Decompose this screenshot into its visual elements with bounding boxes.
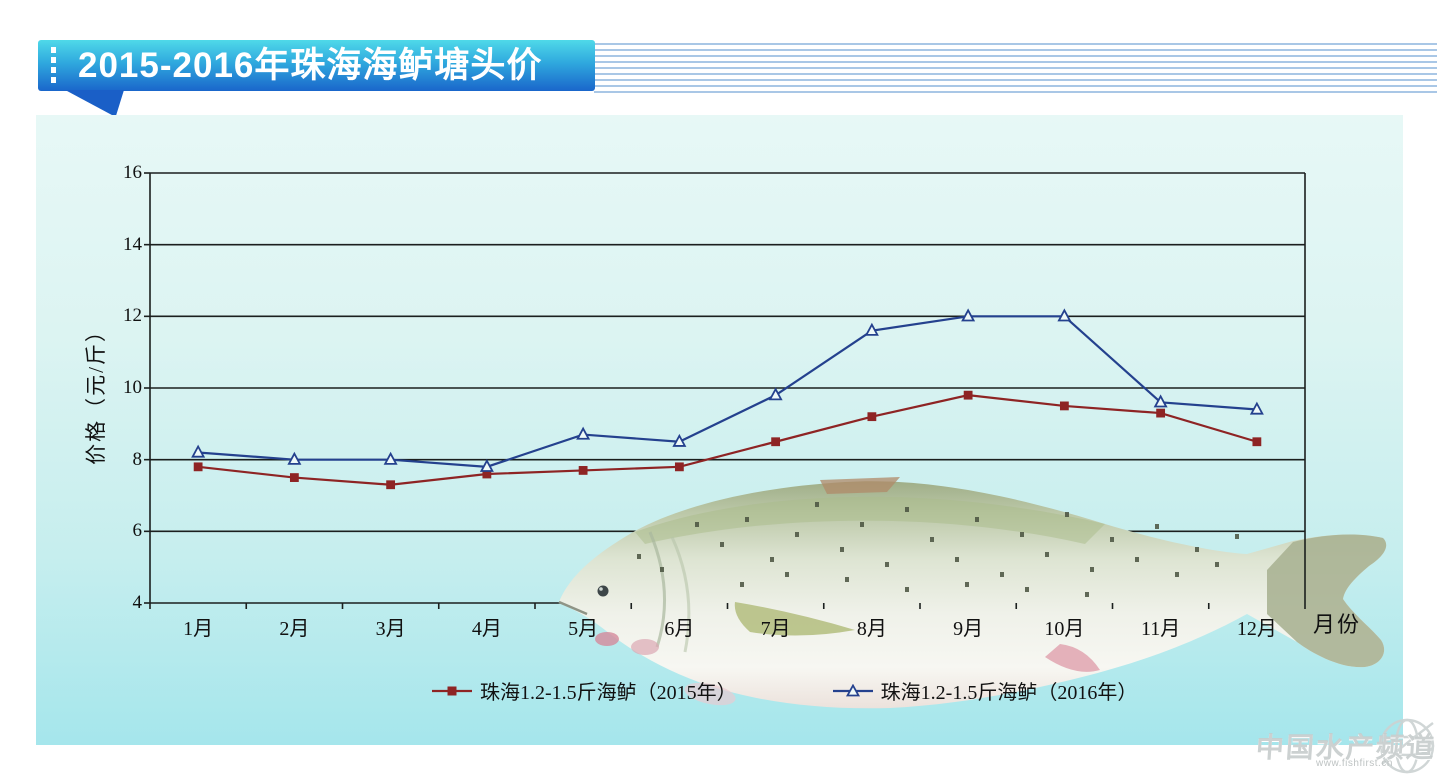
y-tick-label: 14 bbox=[123, 233, 142, 255]
header-pinstripes bbox=[594, 43, 1437, 94]
y-tick-label: 16 bbox=[123, 162, 142, 183]
x-tick-label: 6月 bbox=[664, 618, 695, 640]
x-tick-label: 10月 bbox=[1044, 618, 1085, 640]
x-tick-label: 12月 bbox=[1236, 618, 1277, 640]
y-tick-label: 10 bbox=[123, 377, 142, 398]
chart-legend: 珠海1.2-1.5斤海鲈（2015年） 珠海1.2-1.5斤海鲈（2016年） bbox=[430, 676, 1137, 705]
y-axis-title: 价格（元/斤） bbox=[84, 319, 108, 465]
y-tick-label: 4 bbox=[132, 592, 143, 613]
watermark-url: www.fishfirst.cn bbox=[1316, 758, 1393, 769]
globe-icon bbox=[1379, 718, 1435, 774]
dotted-accent bbox=[51, 47, 56, 84]
fish-image bbox=[558, 477, 1387, 709]
x-tick-label: 5月 bbox=[568, 618, 599, 640]
chart-axis-overlay bbox=[149, 173, 1306, 609]
title-banner: 2015-2016年珠海海鲈塘头价 bbox=[38, 40, 595, 91]
legend-marker-square bbox=[432, 686, 472, 695]
x-tick-label: 9月 bbox=[953, 618, 984, 640]
legend-item-2015: 珠海1.2-1.5斤海鲈（2015年） bbox=[430, 676, 737, 705]
x-tick-label: 1月 bbox=[183, 618, 214, 640]
x-tick-label: 3月 bbox=[375, 618, 406, 640]
x-tick-label: 4月 bbox=[471, 618, 502, 640]
x-tick-label: 7月 bbox=[760, 618, 791, 640]
y-tick-label: 8 bbox=[132, 448, 143, 470]
page-title: 2015-2016年珠海海鲈塘头价 bbox=[78, 46, 543, 85]
x-tick-label: 11月 bbox=[1140, 618, 1181, 640]
legend-item-2016: 珠海1.2-1.5斤海鲈（2016年） bbox=[831, 676, 1138, 705]
legend-label: 珠海1.2-1.5斤海鲈（2015年） bbox=[480, 682, 737, 704]
legend-marker-triangle bbox=[832, 683, 873, 696]
x-tick-label: 2月 bbox=[279, 618, 310, 640]
x-tick-label: 8月 bbox=[856, 618, 887, 640]
banner-tail-triangle bbox=[65, 90, 124, 117]
legend-label: 珠海1.2-1.5斤海鲈（2016年） bbox=[880, 682, 1138, 704]
y-tick-label: 6 bbox=[132, 520, 143, 542]
y-tick-label: 12 bbox=[123, 305, 142, 327]
x-axis-title: 月份 bbox=[1313, 612, 1362, 637]
